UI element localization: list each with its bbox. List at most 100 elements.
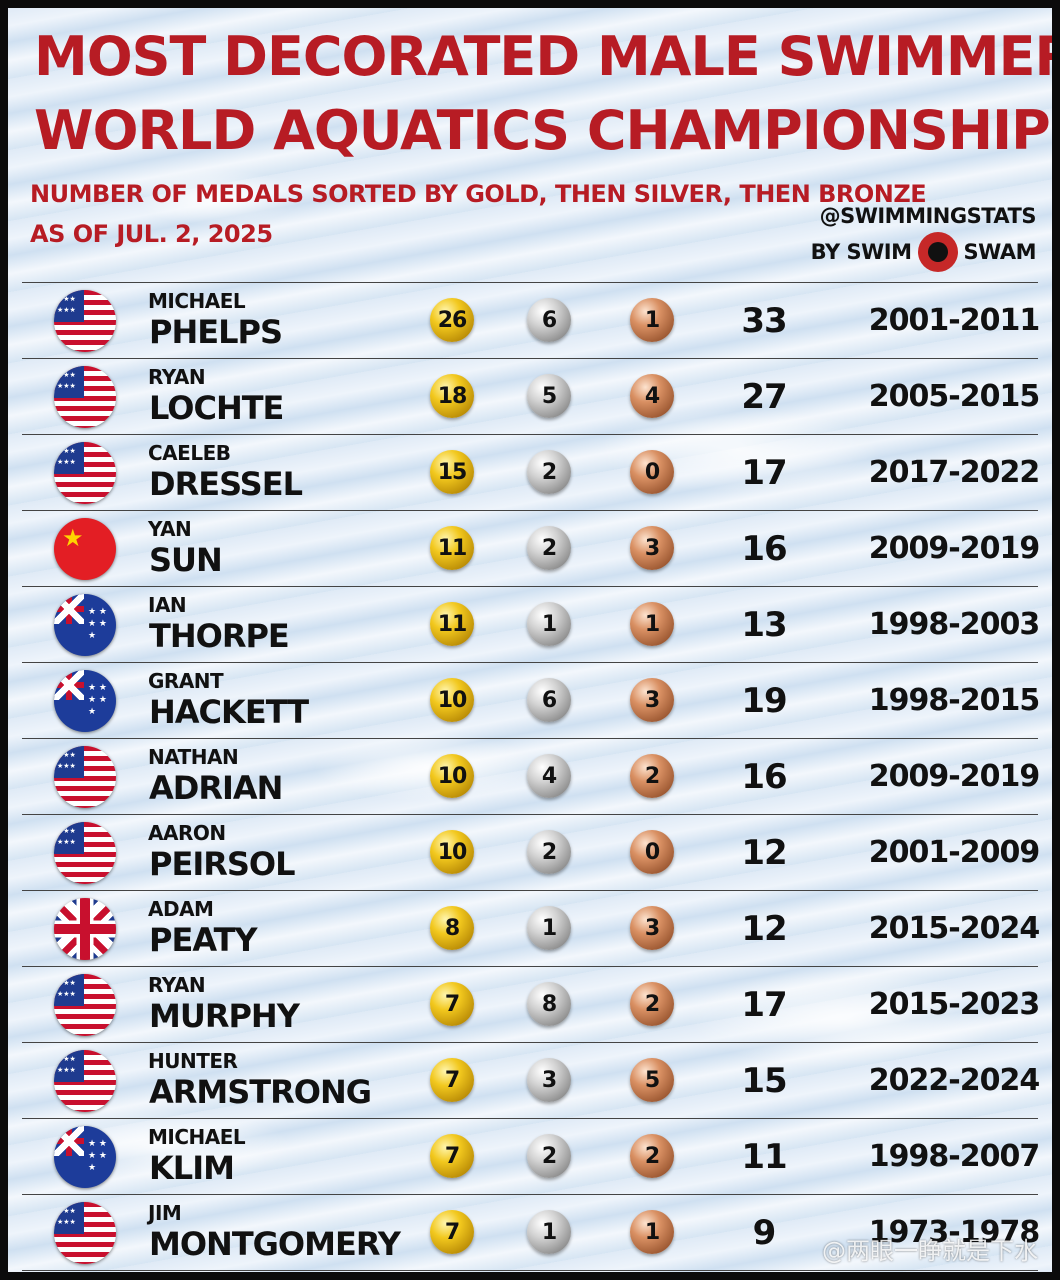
gold-medal-count: 11 <box>430 602 474 646</box>
flag-aus-icon <box>54 670 116 732</box>
last-name: DRESSEL <box>149 465 303 503</box>
credit-handle: @SWIMMINGSTATS <box>819 204 1037 228</box>
total-medals: 13 <box>741 605 787 645</box>
flag-usa-icon <box>54 822 116 884</box>
subtitle-date: AS OF JUL. 2, 2025 <box>30 220 273 248</box>
active-years: 2001-2009 <box>868 835 1040 870</box>
active-years: 2022-2024 <box>868 1063 1040 1098</box>
title-line-2: WORLD AQUATICS CHAMPIONSHIPS <box>34 99 1052 162</box>
flag-usa-icon <box>54 442 116 504</box>
first-name: RYAN <box>148 365 206 389</box>
flag-usa-icon <box>54 366 116 428</box>
gold-medal-count: 15 <box>430 450 474 494</box>
infographic-card: MOST DECORATED MALE SWIMMERS WORLD AQUAT… <box>8 8 1052 1272</box>
bronze-medal-count: 3 <box>630 906 674 950</box>
last-name: SUN <box>149 541 223 579</box>
first-name: GRANT <box>148 669 224 693</box>
silver-medal-count: 1 <box>527 602 571 646</box>
silver-medal-count: 4 <box>527 754 571 798</box>
active-years: 2001-2011 <box>868 303 1040 338</box>
last-name: HACKETT <box>149 693 309 731</box>
silver-medal-count: 6 <box>527 678 571 722</box>
silver-medal-count: 3 <box>527 1058 571 1102</box>
flag-usa-icon <box>54 1202 116 1264</box>
active-years: 2017-2022 <box>868 455 1040 490</box>
bronze-medal-count: 2 <box>630 982 674 1026</box>
bronze-medal-count: 4 <box>630 374 674 418</box>
gold-medal-count: 10 <box>430 678 474 722</box>
total-medals: 12 <box>741 909 787 949</box>
gold-medal-count: 10 <box>430 754 474 798</box>
silver-medal-count: 1 <box>527 1210 571 1254</box>
first-name: HUNTER <box>148 1049 238 1073</box>
last-name: ADRIAN <box>149 769 283 807</box>
total-medals: 19 <box>741 681 787 721</box>
first-name: JIM <box>148 1201 182 1225</box>
last-name: PEATY <box>149 921 258 959</box>
total-medals: 12 <box>741 833 787 873</box>
flag-aus-icon <box>54 594 116 656</box>
first-name: IAN <box>148 593 187 617</box>
silver-medal-count: 2 <box>527 1134 571 1178</box>
total-medals: 11 <box>741 1137 787 1177</box>
credit-by: BY SWIM <box>810 240 912 264</box>
silver-medal-count: 8 <box>527 982 571 1026</box>
first-name: MICHAEL <box>148 289 246 313</box>
bronze-medal-count: 2 <box>630 754 674 798</box>
gold-medal-count: 7 <box>430 1210 474 1254</box>
table-row: ADAM PEATY 8 1 3 12 2015-2024 <box>22 890 1040 966</box>
active-years: 2015-2023 <box>868 987 1040 1022</box>
bronze-medal-count: 0 <box>630 830 674 874</box>
silver-medal-count: 2 <box>527 450 571 494</box>
last-name: LOCHTE <box>149 389 284 427</box>
total-medals: 16 <box>741 529 787 569</box>
swimswam-logo-icon <box>917 232 958 272</box>
bronze-medal-count: 1 <box>630 298 674 342</box>
gold-medal-count: 8 <box>430 906 474 950</box>
bronze-medal-count: 1 <box>630 1210 674 1254</box>
silver-medal-count: 1 <box>527 906 571 950</box>
total-medals: 27 <box>741 377 787 417</box>
credit-byline: BY SWIM SWAM <box>811 232 1036 272</box>
last-name: KLIM <box>149 1149 235 1187</box>
active-years: 2009-2019 <box>868 531 1040 566</box>
gold-medal-count: 7 <box>430 1058 474 1102</box>
bronze-medal-count: 0 <box>630 450 674 494</box>
first-name: ADAM <box>148 897 214 921</box>
silver-medal-count: 2 <box>527 830 571 874</box>
bronze-medal-count: 3 <box>630 678 674 722</box>
last-name: MURPHY <box>149 997 300 1035</box>
total-medals: 9 <box>752 1213 777 1253</box>
flag-usa-icon <box>54 1050 116 1112</box>
credit-block: @SWIMMINGSTATS BY SWIM SWAM <box>811 204 1037 272</box>
active-years: 1998-2015 <box>868 683 1040 718</box>
first-name: RYAN <box>148 973 206 997</box>
total-medals: 33 <box>741 301 787 341</box>
first-name: CAELEB <box>148 441 231 465</box>
total-medals: 17 <box>741 453 787 493</box>
first-name: YAN <box>148 517 192 541</box>
flag-usa-icon <box>54 974 116 1036</box>
first-name: NATHAN <box>148 745 239 769</box>
flag-gbr-icon <box>54 898 116 960</box>
title-line-1: MOST DECORATED MALE SWIMMERS <box>34 25 1052 88</box>
bronze-medal-count: 1 <box>630 602 674 646</box>
last-name: THORPE <box>149 617 290 655</box>
total-medals: 15 <box>741 1061 787 1101</box>
bronze-medal-count: 5 <box>630 1058 674 1102</box>
last-name: PEIRSOL <box>149 845 295 883</box>
gold-medal-count: 10 <box>430 830 474 874</box>
silver-medal-count: 5 <box>527 374 571 418</box>
last-name: ARMSTRONG <box>149 1073 372 1111</box>
credit-brand: SWAM <box>963 240 1037 264</box>
active-years: 2009-2019 <box>868 759 1040 794</box>
active-years: 2005-2015 <box>868 379 1040 414</box>
watermark: @两眼一睁就是下水 <box>822 1237 1038 1265</box>
